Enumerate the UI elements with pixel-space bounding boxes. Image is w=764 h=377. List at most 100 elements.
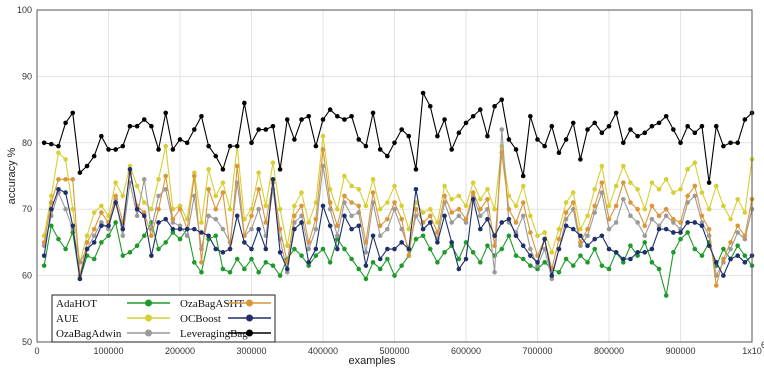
data-point <box>170 226 176 232</box>
data-point <box>242 266 247 272</box>
data-point <box>242 240 247 245</box>
data-point <box>270 160 276 166</box>
data-point <box>485 196 490 202</box>
data-point <box>156 220 161 225</box>
data-point <box>356 266 362 272</box>
data-point <box>320 203 326 209</box>
data-point <box>306 113 312 119</box>
data-point <box>528 213 533 219</box>
data-point <box>313 143 319 149</box>
data-point <box>721 246 726 252</box>
data-point <box>363 250 369 255</box>
data-point <box>349 256 354 262</box>
data-point <box>592 246 597 252</box>
data-point <box>442 183 447 189</box>
data-point <box>578 240 583 245</box>
data-point <box>127 163 133 169</box>
data-point <box>456 213 462 219</box>
data-point <box>742 233 748 239</box>
data-point <box>492 103 497 109</box>
data-point <box>542 230 547 235</box>
data-point <box>513 253 519 258</box>
y-axis-label: accuracy % <box>6 147 18 204</box>
data-point <box>470 113 476 119</box>
data-point <box>427 246 433 252</box>
data-point <box>656 213 662 219</box>
legend-label: OzaBagAdwin <box>56 328 122 340</box>
data-point <box>449 196 455 202</box>
data-point <box>427 206 433 212</box>
data-point <box>163 186 168 192</box>
data-point <box>549 123 555 129</box>
data-point <box>563 210 569 215</box>
data-point <box>220 167 226 172</box>
data-point <box>449 240 455 245</box>
data-point <box>635 220 640 225</box>
data-point <box>692 220 698 225</box>
data-point <box>292 246 297 252</box>
data-point <box>578 233 583 239</box>
data-point <box>141 213 147 219</box>
data-point <box>435 260 440 265</box>
legend: AdaHOT AUE OzaBagAdwin OzaBagASHT OCBoost Lev… <box>51 294 276 343</box>
data-point <box>320 117 326 122</box>
data-point <box>706 180 712 185</box>
data-point <box>377 223 383 229</box>
data-point <box>499 246 505 252</box>
data-point <box>99 133 104 139</box>
data-point <box>149 233 154 239</box>
y-tick-label: 80 <box>22 138 32 148</box>
data-point <box>585 127 590 132</box>
data-point <box>563 256 569 262</box>
data-point <box>127 123 133 129</box>
data-point <box>213 206 219 212</box>
data-point <box>492 269 497 275</box>
legend-marker <box>145 314 152 322</box>
data-point <box>342 117 347 122</box>
data-point <box>113 193 118 199</box>
data-point <box>99 240 104 245</box>
data-point <box>263 260 269 265</box>
data-point <box>192 127 197 132</box>
y-tick-label: 50 <box>22 337 32 347</box>
data-point <box>399 263 404 268</box>
data-point <box>327 223 333 229</box>
data-point <box>706 226 712 232</box>
data-point <box>227 206 233 212</box>
data-point <box>249 246 254 252</box>
data-point <box>284 243 290 249</box>
data-point <box>663 213 669 219</box>
data-point <box>156 206 161 212</box>
x-tick-label: 600000 <box>451 346 481 356</box>
data-point <box>442 117 447 122</box>
data-point <box>728 140 733 146</box>
data-point <box>613 110 619 116</box>
data-point <box>578 157 583 162</box>
data-point <box>427 220 433 225</box>
data-point <box>363 263 369 268</box>
data-point <box>499 150 505 156</box>
data-point <box>356 186 362 192</box>
data-point <box>613 203 619 209</box>
data-point <box>335 206 340 212</box>
data-point <box>249 140 254 146</box>
data-point <box>141 233 147 239</box>
data-point <box>706 233 712 239</box>
data-point <box>385 153 390 159</box>
data-point <box>621 163 626 169</box>
data-point <box>456 266 462 272</box>
data-point <box>327 260 333 265</box>
data-point <box>435 133 440 139</box>
data-point <box>234 256 240 262</box>
data-point <box>49 223 54 229</box>
data-point <box>349 113 354 119</box>
data-point <box>220 226 226 232</box>
data-point <box>499 220 505 225</box>
data-point <box>299 190 304 195</box>
data-point <box>41 253 47 258</box>
legend-marker <box>246 329 253 337</box>
data-point <box>706 206 712 212</box>
data-point <box>642 250 648 255</box>
data-point <box>570 200 576 205</box>
